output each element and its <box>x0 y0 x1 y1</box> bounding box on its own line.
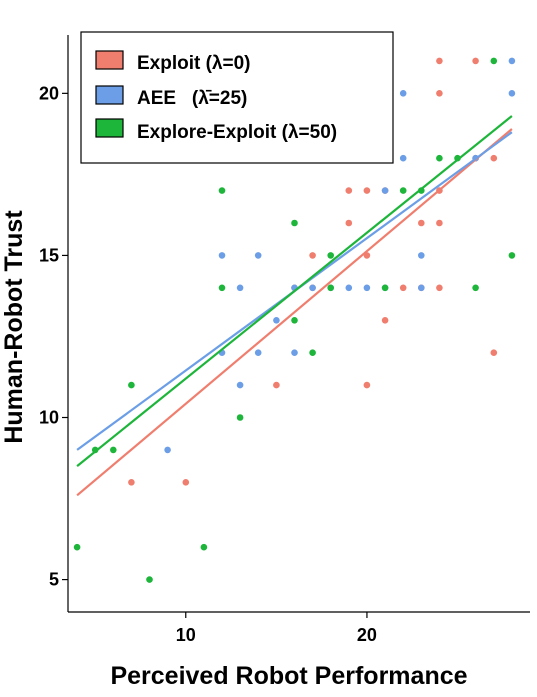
point-aee-18 <box>399 90 407 97</box>
legend-label-explore-exploit: Explore-Exploit (λ=50) <box>137 122 337 143</box>
point-explore-exploit-13 <box>327 284 335 292</box>
point-explore-exploit-17 <box>381 284 389 292</box>
point-aee-13 <box>345 284 353 292</box>
point-exploit-22 <box>436 90 443 97</box>
point-aee-19 <box>418 284 425 292</box>
point-aee-3 <box>236 381 244 389</box>
fit-lines-layer <box>76 115 513 497</box>
x-tick-label-20: 20 <box>357 625 377 645</box>
point-explore-exploit-0 <box>73 543 81 551</box>
point-exploit-25 <box>472 57 479 65</box>
point-exploit-18 <box>418 219 425 227</box>
y-axis-title: Human-Robot Trust <box>0 210 28 444</box>
point-exploit-26 <box>490 349 498 357</box>
point-exploit-13 <box>381 317 389 324</box>
point-explore-exploit-4 <box>146 576 153 583</box>
point-exploit-1 <box>182 479 190 486</box>
point-aee-0 <box>164 446 171 454</box>
legend-label-exploit: Exploit (λ=0) <box>137 53 251 74</box>
point-exploit-19 <box>436 284 443 292</box>
legend-label-aee: AEE (λ̄=25) <box>137 88 247 109</box>
point-explore-exploit-19 <box>399 187 407 194</box>
point-explore-exploit-12 <box>309 349 316 357</box>
point-explore-exploit-21 <box>436 154 443 162</box>
point-explore-exploit-23 <box>472 284 479 292</box>
point-aee-2 <box>218 252 226 259</box>
point-aee-7 <box>273 317 280 324</box>
point-explore-exploit-3 <box>128 381 135 389</box>
y-tick-label-5: 5 <box>49 570 59 590</box>
y-tick-label-15: 15 <box>39 245 59 265</box>
point-explore-exploit-24 <box>490 57 498 65</box>
legend-swatch-exploit <box>95 50 124 70</box>
point-exploit-6 <box>345 219 353 227</box>
point-aee-8 <box>291 349 298 357</box>
y-tick-label-20: 20 <box>39 83 59 103</box>
point-explore-exploit-25 <box>508 252 516 259</box>
x-tick-label-10: 10 <box>176 625 196 645</box>
point-aee-17 <box>399 154 407 162</box>
point-explore-exploit-11 <box>291 219 298 227</box>
point-aee-20 <box>418 252 425 259</box>
fit-line-explore-exploit <box>76 115 513 467</box>
point-exploit-4 <box>309 252 316 259</box>
legend-box <box>80 31 394 164</box>
point-exploit-16 <box>399 284 407 292</box>
point-aee-14 <box>363 284 371 292</box>
point-aee-16 <box>381 187 389 194</box>
point-aee-5 <box>254 349 262 357</box>
point-exploit-11 <box>363 187 371 194</box>
y-tick-label-10: 10 <box>39 408 59 428</box>
point-explore-exploit-14 <box>327 252 335 259</box>
point-aee-4 <box>236 284 244 292</box>
point-aee-11 <box>309 284 316 292</box>
point-exploit-0 <box>128 479 135 486</box>
legend-swatch-aee <box>95 85 124 105</box>
fit-line-exploit <box>76 128 513 497</box>
point-explore-exploit-6 <box>218 284 226 292</box>
point-aee-6 <box>254 252 262 259</box>
point-exploit-9 <box>363 381 371 389</box>
point-explore-exploit-2 <box>110 446 117 454</box>
point-exploit-2 <box>273 381 280 389</box>
point-explore-exploit-8 <box>236 414 244 421</box>
x-axis-title: Perceived Robot Performance <box>110 662 467 690</box>
point-explore-exploit-7 <box>218 187 226 194</box>
point-aee-23 <box>508 57 516 65</box>
point-explore-exploit-5 <box>200 543 208 551</box>
y-axis-ticks: 5 10 15 20 <box>39 83 68 590</box>
legend-swatch-explore-exploit <box>95 118 124 138</box>
legend: Exploit (λ=0) AEE (λ̄=25) Explore-Exploi… <box>80 31 394 164</box>
point-aee-22 <box>508 90 516 97</box>
point-exploit-27 <box>490 154 498 162</box>
x-axis-ticks: 10 20 <box>176 612 377 645</box>
point-exploit-20 <box>436 219 443 227</box>
point-exploit-7 <box>345 187 353 194</box>
point-exploit-23 <box>436 57 443 65</box>
point-explore-exploit-10 <box>291 317 298 324</box>
